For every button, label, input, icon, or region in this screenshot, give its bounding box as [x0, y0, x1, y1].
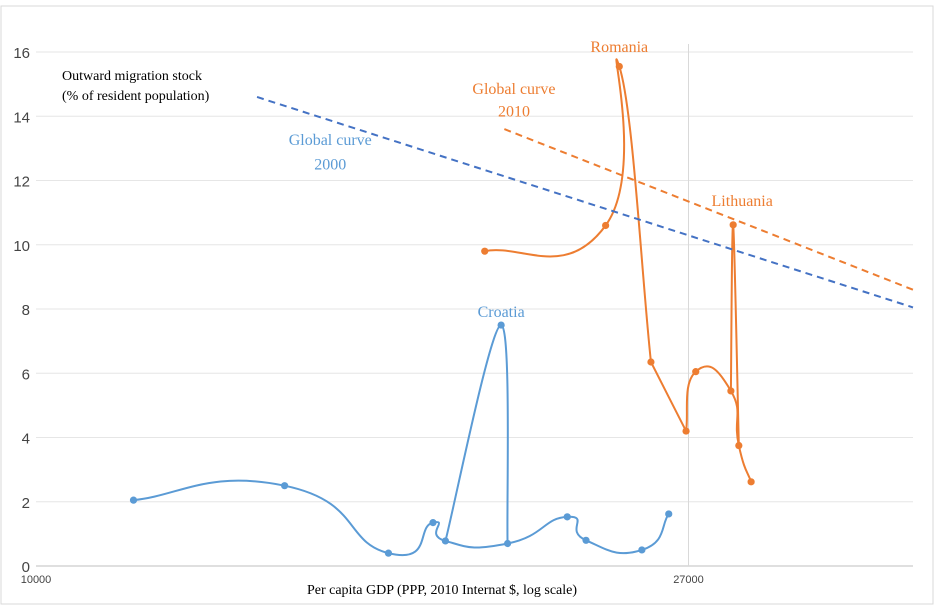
data-point-croatia: [429, 519, 437, 527]
data-point-lithuania: [747, 478, 755, 486]
annotation-label: Global curve: [289, 132, 372, 149]
y-tick-label: 12: [13, 174, 30, 191]
annotation-layer: Croatia Romania Lithuania Global curve 2000 G…: [289, 39, 773, 321]
data-point-croatia: [563, 513, 571, 521]
data-point-lithuania: [735, 441, 743, 450]
series-line-romania: [483, 58, 652, 364]
y-tick-label: 4: [22, 431, 30, 448]
y-axis-label-line-1: Outward migration stock: [62, 69, 202, 84]
annotation-label: Romania: [590, 39, 648, 56]
data-point-croatia: [638, 546, 646, 554]
x-tick-label: 27000: [673, 574, 704, 586]
x-axis-label: Per capita GDP (PPP, 2010 Internat $, lo…: [307, 583, 577, 598]
annotation-label: Lithuania: [712, 193, 773, 210]
series-layer: [129, 58, 914, 557]
data-point-croatia: [441, 537, 450, 545]
annotation-label: 2000: [314, 156, 346, 173]
y-tick-label: 16: [13, 45, 30, 62]
data-point-croatia: [281, 482, 289, 490]
series-connector-1: [649, 361, 688, 433]
x-tick-label: 10000: [21, 574, 52, 586]
data-point-croatia: [503, 539, 512, 548]
data-point-croatia: [582, 536, 590, 544]
y-tick-label: 2: [22, 495, 30, 512]
y-tick-labels: 0 2 4 6 8 10 12 14 16: [13, 45, 30, 576]
annotation-label: 2010: [498, 103, 530, 120]
series-line-global-curve-2010: [503, 128, 914, 291]
series-line-global-curve-2000: [256, 96, 914, 309]
data-point-peak-0: [497, 321, 505, 329]
x-tick-labels: 10000 27000: [21, 574, 704, 586]
annotation-label: Global curve: [472, 81, 555, 98]
data-point-romania: [647, 358, 655, 366]
data-point-croatia: [665, 510, 673, 518]
y-tick-label: 8: [22, 302, 30, 319]
y-tick-label: 14: [13, 109, 30, 126]
grid-layer: [36, 44, 913, 567]
data-point-lithuania: [692, 368, 700, 376]
data-point-croatia: [129, 496, 138, 504]
data-point-lithuania: [682, 427, 690, 435]
data-point-romania: [602, 221, 610, 230]
data-point-romania: [615, 62, 623, 71]
y-axis-label-line-2: (% of resident population): [62, 89, 210, 104]
y-tick-label: 10: [13, 238, 30, 255]
y-tick-label: 6: [22, 366, 30, 383]
data-point-romania: [481, 247, 489, 255]
data-point-peak-2: [729, 221, 737, 229]
data-point-lithuania: [727, 387, 735, 395]
chart-frame: [0, 5, 934, 605]
annotation-label: Croatia: [478, 304, 525, 321]
data-point-croatia: [384, 549, 393, 557]
y-tick-label: 0: [22, 559, 30, 576]
